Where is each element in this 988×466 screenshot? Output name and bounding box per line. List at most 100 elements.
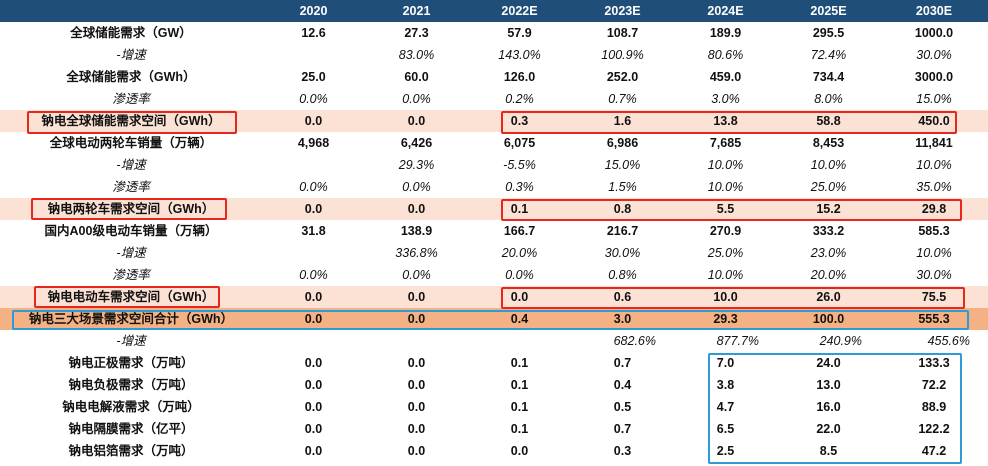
- table-cell: 30.0%: [916, 48, 952, 62]
- table-cell: 1000.0: [914, 26, 954, 40]
- table-cell: 216.7: [606, 224, 639, 238]
- row-label: 钠电两轮车需求空间（GWh）: [47, 202, 215, 216]
- table-cell: 10.0%: [707, 180, 744, 194]
- table-row: 钠电三大场景需求空间合计（GWh） 0.0 0.0 0.4 3.0 29.3 100.0 55…: [0, 308, 988, 330]
- table-cell: 12.6: [301, 26, 326, 40]
- table-cell: 8.0%: [814, 92, 843, 106]
- table-row: 全球储能需求（GWh） 25.0 60.0 126.0 252.0 459.0 734.4 3…: [0, 66, 988, 88]
- table-cell: 295.5: [812, 26, 845, 40]
- table-cell: 3000.0: [914, 70, 954, 84]
- header-corner: [0, 0, 262, 22]
- table-cell: 0.1: [510, 400, 529, 414]
- table-cell: 455.6%: [927, 334, 970, 348]
- table-cell: 29.8: [921, 202, 947, 216]
- table-cell: 47.2: [921, 444, 947, 458]
- table-row: -增速 682.6% 877.7% 240.9% 455.6%: [0, 330, 988, 352]
- table-cell: 0.0%: [505, 268, 534, 282]
- table-cell: 100.0: [812, 312, 845, 326]
- table-cell: 0.4: [613, 378, 632, 392]
- table-cell: 0.0: [407, 202, 426, 216]
- table-cell: 6,426: [400, 136, 433, 150]
- table-cell: 0.0: [304, 422, 323, 436]
- table-cell: 0.3%: [505, 180, 534, 194]
- table-cell: 35.0%: [916, 180, 952, 194]
- table-cell: 0.0: [407, 444, 426, 458]
- table-row: -增速 29.3% -5.5% 15.0% 10.0% 10.0% 10.0%: [0, 154, 988, 176]
- table-cell: 240.9%: [819, 334, 862, 348]
- table-cell: [262, 330, 365, 352]
- table-cell: [468, 330, 571, 352]
- table-cell: 1.6: [613, 114, 632, 128]
- column-header: 2025E: [810, 4, 847, 18]
- table-cell: 0.1: [510, 378, 529, 392]
- table-cell: 25.0: [301, 70, 326, 84]
- table-cell: 0.0: [510, 290, 529, 304]
- table-cell: 0.0: [407, 400, 426, 414]
- table-cell: 133.3: [918, 356, 950, 370]
- table-cell: 0.1: [510, 356, 529, 370]
- table-row: 钠电全球储能需求空间（GWh） 0.0 0.0 0.3 1.6 13.8 58.8 450.0: [0, 110, 988, 132]
- table-cell: 0.4: [510, 312, 529, 326]
- row-label: 钠电正极需求（万吨）: [68, 356, 194, 370]
- column-header: 2020: [299, 4, 328, 18]
- row-label: 钠电负极需求（万吨）: [68, 378, 194, 392]
- table-cell: 10.0%: [707, 158, 744, 172]
- table-row: 钠电两轮车需求空间（GWh） 0.0 0.0 0.1 0.8 5.5 15.2 29.8: [0, 198, 988, 220]
- table-cell: 10.0%: [916, 246, 952, 260]
- table-cell: -5.5%: [503, 158, 536, 172]
- table-cell: 0.0%: [299, 92, 328, 106]
- table-cell: 0.0: [304, 202, 323, 216]
- table-cell: 3.0%: [711, 92, 740, 106]
- table-cell: 555.3: [918, 312, 950, 326]
- table-cell: 166.7: [503, 224, 536, 238]
- table-cell: 0.0: [407, 378, 426, 392]
- table-cell: 6,986: [606, 136, 639, 150]
- table-cell: 459.0: [709, 70, 742, 84]
- table-cell: 0.0: [304, 400, 323, 414]
- table-cell: 60.0: [404, 70, 429, 84]
- table-cell: 0.0: [304, 444, 323, 458]
- table-cell: 0.7: [613, 356, 632, 370]
- table-cell: 15.0%: [604, 158, 641, 172]
- table-cell: 0.6: [613, 290, 632, 304]
- table-cell: 734.4: [812, 70, 845, 84]
- table-cell: 0.8: [613, 202, 632, 216]
- row-label: 钠电全球储能需求空间（GWh）: [41, 114, 221, 128]
- table-row: 渗透率 0.0% 0.0% 0.3% 1.5% 10.0% 25.0% 35.0%: [0, 176, 988, 198]
- table-row: 渗透率 0.0% 0.0% 0.0% 0.8% 10.0% 20.0% 30.0%: [0, 264, 988, 286]
- table-cell: 88.9: [921, 400, 947, 414]
- table-row: 钠电正极需求（万吨） 0.0 0.0 0.1 0.7 7.0 24.0 133.3: [0, 352, 988, 374]
- table-cell: 6.5: [716, 422, 735, 436]
- row-label: 渗透率: [112, 180, 150, 194]
- table-cell: 29.3%: [398, 158, 435, 172]
- table-cell: 336.8%: [395, 246, 438, 260]
- table-cell: 0.0: [407, 422, 426, 436]
- table-cell: 26.0: [816, 290, 841, 304]
- table-row: 钠电电解液需求（万吨） 0.0 0.0 0.1 0.5 4.7 16.0 88.9: [0, 396, 988, 418]
- row-label: -增速: [116, 246, 146, 260]
- table-row: 全球储能需求（GW） 12.6 27.3 57.9 108.7 189.9 295.5 100…: [0, 22, 988, 44]
- row-label: 全球电动两轮车销量（万辆）: [49, 136, 213, 150]
- table-cell: 4.7: [716, 400, 735, 414]
- table-cell: 27.3: [404, 26, 429, 40]
- table-cell: 0.0: [304, 114, 323, 128]
- table-cell: 108.7: [606, 26, 639, 40]
- row-label: 渗透率: [112, 92, 150, 106]
- table-cell: 450.0: [918, 114, 950, 128]
- table-cell: 585.3: [918, 224, 950, 238]
- table-cell: 25.0%: [707, 246, 744, 260]
- table-cell: 0.0: [304, 356, 323, 370]
- table-cell: [262, 242, 365, 264]
- table-cell: 23.0%: [810, 246, 847, 260]
- table-cell: 333.2: [812, 224, 845, 238]
- column-header: 2030E: [915, 4, 953, 18]
- table-cell: 0.0: [407, 290, 426, 304]
- table-cell: 0.0: [510, 444, 529, 458]
- column-header: 2023E: [604, 4, 641, 18]
- table-cell: 0.7: [613, 422, 632, 436]
- row-label: -增速: [116, 158, 146, 172]
- table-cell: 30.0%: [916, 268, 952, 282]
- table-cell: 24.0: [816, 356, 841, 370]
- table-cell: 3.8: [716, 378, 735, 392]
- table-cell: 0.7%: [608, 92, 637, 106]
